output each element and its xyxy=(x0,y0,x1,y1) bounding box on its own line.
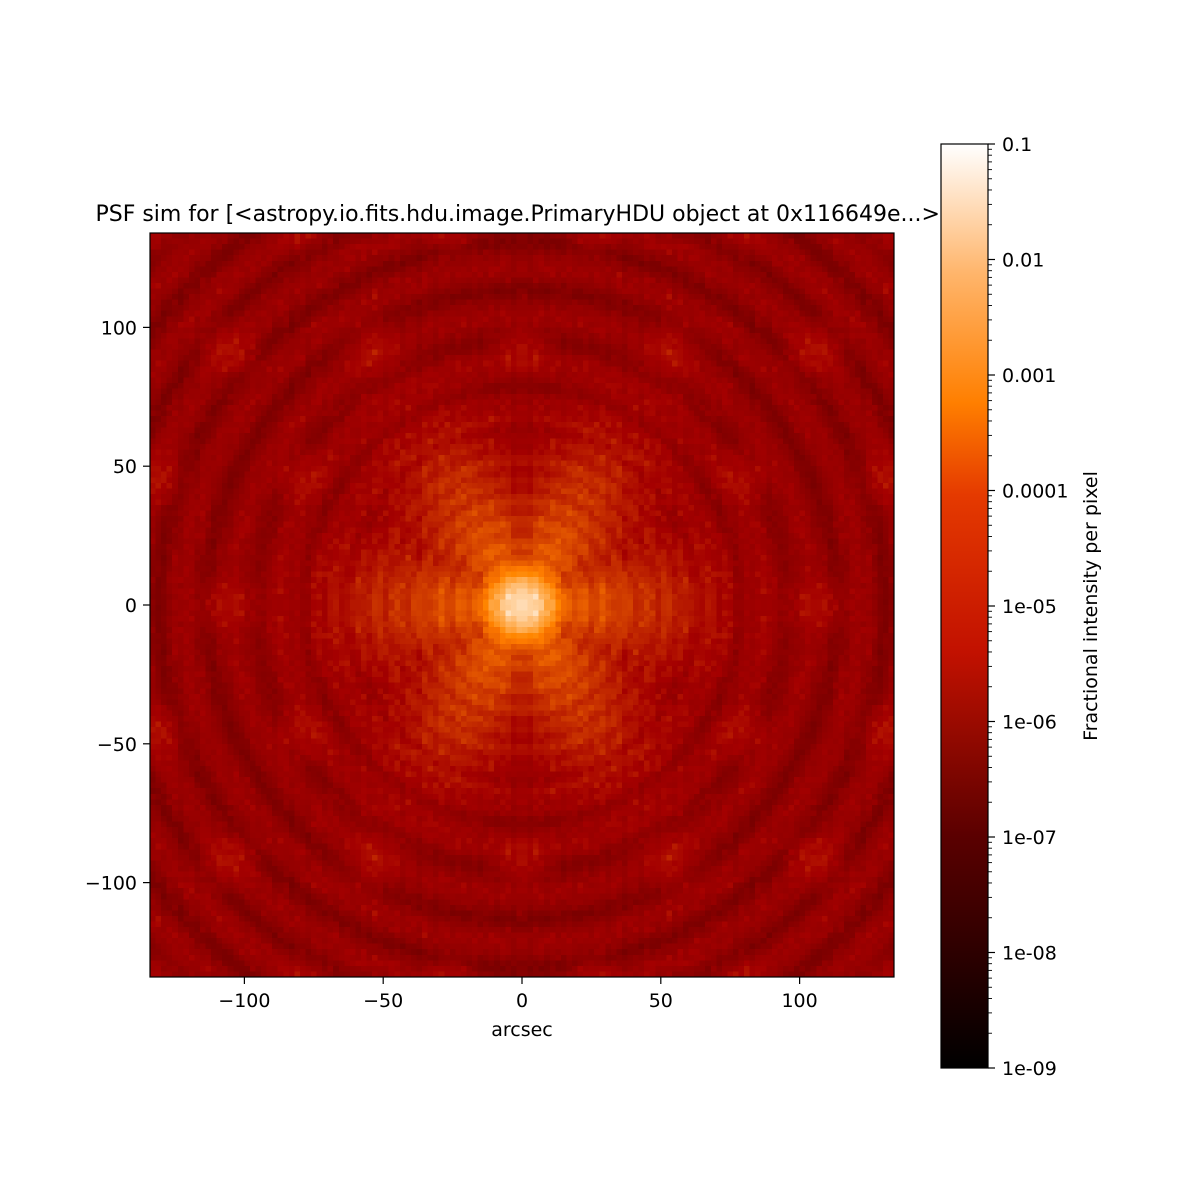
psf-image xyxy=(150,233,894,977)
colorbar-ticks: 1e-09 1e-08 1e-07 1e-06 1e-05 0.0001 0.001 0.01… xyxy=(988,134,1068,1080)
y-tick-label: −50 xyxy=(97,734,137,756)
y-axis: −100 −50 0 50 100 xyxy=(85,317,150,895)
x-tick-label: 100 xyxy=(781,990,817,1012)
colorbar-frame xyxy=(940,143,989,1069)
colorbar-tick-label: 1e-06 xyxy=(1002,712,1057,734)
x-tick-label: −100 xyxy=(218,990,270,1012)
colorbar-tick-label: 0.01 xyxy=(1002,250,1044,272)
x-axis: −100 −50 0 50 100 xyxy=(218,977,818,1012)
colorbar-tick-label: 0.1 xyxy=(1002,134,1032,156)
y-tick-label: 50 xyxy=(113,456,137,478)
colorbar: 1e-09 1e-08 1e-07 1e-06 1e-05 0.0001 0.001 0.01… xyxy=(940,134,1102,1080)
y-tick-label: −100 xyxy=(85,873,137,895)
x-axis-label: arcsec xyxy=(491,1019,553,1041)
y-tick-label: 100 xyxy=(101,317,137,339)
y-tick-label: 0 xyxy=(125,595,137,617)
colorbar-tick-label: 1e-08 xyxy=(1002,943,1057,965)
colorbar-tick-label: 0.001 xyxy=(1002,365,1056,387)
colorbar-label: Fractional intensity per pixel xyxy=(1080,471,1102,741)
colorbar-tick-label: 0.0001 xyxy=(1002,481,1068,503)
psf-image-area xyxy=(149,232,895,978)
colorbar-tick-label: 1e-05 xyxy=(1002,596,1057,618)
x-tick-label: 50 xyxy=(649,990,673,1012)
colorbar-tick-label: 1e-09 xyxy=(1002,1058,1057,1080)
colorbar-gradient xyxy=(941,144,988,1068)
chart-title: PSF sim for [<astropy.io.fits.hdu.image.… xyxy=(95,202,948,227)
colorbar-tick-label: 1e-07 xyxy=(1002,827,1057,849)
x-tick-label: −50 xyxy=(363,990,403,1012)
x-tick-label: 0 xyxy=(516,990,528,1012)
